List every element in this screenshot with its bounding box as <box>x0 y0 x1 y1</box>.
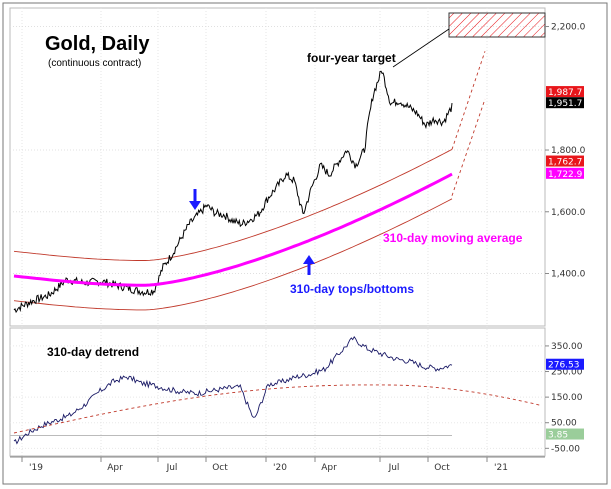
detrend-y-tick-label: 350.00 <box>551 342 583 352</box>
x-tick-label: Oct <box>212 463 228 473</box>
annotation-target: four-year target <box>307 51 396 65</box>
annotation-moving-average: 310-day moving average <box>383 231 523 245</box>
upper-band-line <box>13 149 453 261</box>
x-tick-label: '20 <box>273 463 287 473</box>
y-tick-label: 1,800.0 <box>551 146 586 156</box>
x-tick-label: Jul <box>388 463 400 473</box>
detrend-tag <box>546 428 584 440</box>
detrend-y-tick-label: 150.00 <box>551 393 583 403</box>
x-tick-label: Oct <box>434 463 450 473</box>
x-tick-label: '21 <box>494 463 508 473</box>
arrow-top <box>189 189 201 210</box>
lower-band-line <box>13 198 453 311</box>
detrend-y-tick-label: 250.00 <box>551 368 583 378</box>
lower-band-projection <box>451 98 486 196</box>
price-tag-label: 1,951.7 <box>548 99 582 109</box>
arrow-bottom <box>303 255 315 275</box>
price-line <box>13 70 453 314</box>
detrend-tag-label: 3.85 <box>548 431 568 441</box>
price-tag <box>546 155 584 167</box>
detrend-panel-border <box>9 327 546 457</box>
chart-title: Gold, Daily <box>45 33 150 55</box>
x-tick-label: Jul <box>166 463 178 473</box>
y-tick-label: 1,400.0 <box>551 270 586 280</box>
price-tag-label: 1,987.7 <box>548 88 582 98</box>
detrend-line <box>13 335 453 445</box>
price-tag-label: 1,762.7 <box>548 158 582 168</box>
y-tick-label: 2,200.0 <box>551 23 586 33</box>
target-zone <box>448 12 546 38</box>
x-tick-label: Apr <box>107 463 123 473</box>
detrend-tag-label: 276.53 <box>548 361 580 371</box>
detrend-y-tick-label: 50.00 <box>551 419 577 429</box>
annotation-tops-bottoms: 310-day tops/bottoms <box>290 282 414 296</box>
price-tag <box>546 97 584 109</box>
y-tick-label: 1,600.0 <box>551 208 586 218</box>
detrend-panel: 310-day detrend 350.00 250.00 150.00 50.00 -… <box>9 327 584 457</box>
detrend-title: 310-day detrend <box>47 345 139 359</box>
price-panel: Gold, Daily (continuous contract) four-y… <box>9 7 586 456</box>
x-axis: '19 Apr Jul Oct '20 Apr Jul Oct '21 <box>10 456 545 473</box>
detrend-y-tick-label: -50.00 <box>551 444 580 454</box>
x-tick-label: Apr <box>321 463 337 473</box>
chart-subtitle: (continuous contract) <box>48 58 141 69</box>
detrend-tag <box>546 358 584 370</box>
price-tag-label: 1,722.9 <box>548 170 583 180</box>
price-panel-border <box>9 7 546 327</box>
price-tag <box>546 86 584 98</box>
moving-average-line <box>13 172 453 287</box>
upper-band-projection <box>451 51 486 150</box>
x-tick-label: '19 <box>29 463 43 473</box>
target-pointer <box>392 28 450 68</box>
price-tag <box>546 167 584 179</box>
